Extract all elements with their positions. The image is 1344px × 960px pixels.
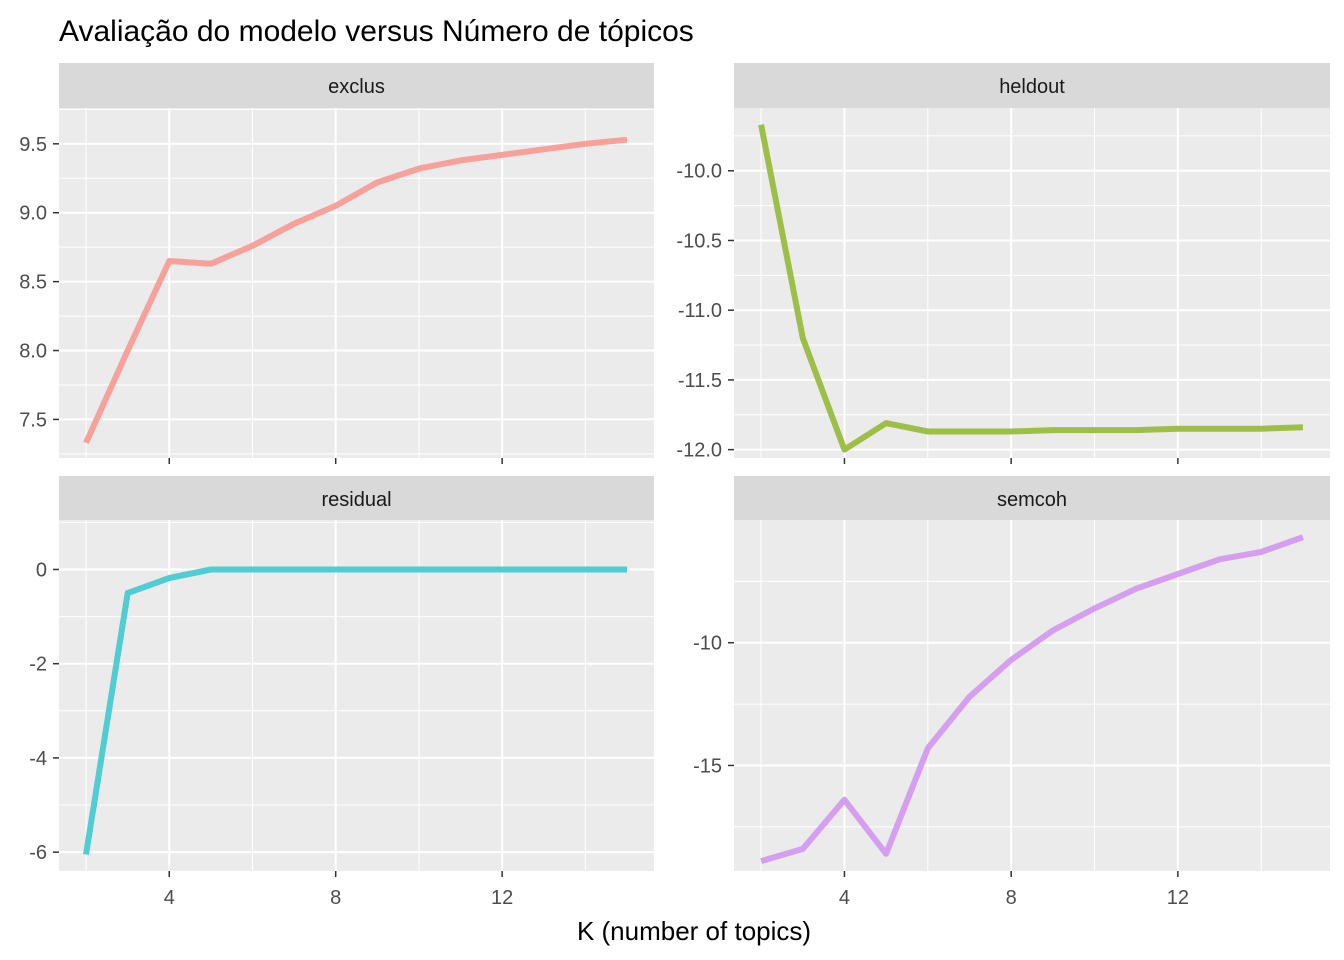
y-tick-label: -10.5 — [676, 230, 722, 252]
series-line-residual — [83, 566, 627, 855]
facet-strip-label: heldout — [999, 76, 1065, 98]
series-line-heldout — [758, 124, 1304, 453]
y-tick-label: -11.0 — [678, 300, 722, 322]
y-tick-label: 8.5 — [19, 272, 47, 294]
facet-strip-label: semcoh — [997, 489, 1067, 511]
y-tick-label: -10.0 — [676, 161, 722, 183]
y-tick-label: -15 — [693, 755, 722, 777]
panel-background — [734, 108, 1330, 458]
y-tick-label: 9.0 — [19, 203, 47, 225]
x-tick-label: 8 — [330, 887, 341, 909]
facet-strip — [734, 476, 1330, 520]
y-tick-label: -12.0 — [676, 440, 722, 462]
series-line-exclus — [83, 136, 628, 445]
y-tick-label: 0 — [36, 559, 47, 581]
panel-background — [59, 108, 654, 458]
y-tick-label: -11.5 — [678, 370, 722, 392]
facet-residual: residual -6 -4 -2 0 4 8 12 — [29, 476, 654, 909]
y-tick-label: -2 — [29, 654, 47, 676]
facet-panels: exclus 7.5 8.0 8.5 9.0 9.5 heldout -12.0 -11.5 -1… — [19, 63, 1330, 909]
facet-semcoh: semcoh -15 -10 4 8 12 — [693, 476, 1330, 909]
x-tick-label: 12 — [1167, 887, 1189, 909]
x-tick-label: 8 — [1006, 887, 1017, 909]
x-axis-title: K (number of topics) — [577, 916, 811, 946]
series-line-semcoh — [760, 534, 1304, 865]
facet-heldout: heldout -12.0 -11.5 -11.0 -10.5 -10.0 — [676, 63, 1330, 464]
y-tick-label: 9.5 — [19, 134, 47, 156]
y-tick-label: 7.5 — [19, 409, 47, 431]
facet-strip — [59, 476, 654, 520]
panel-background — [734, 520, 1330, 871]
x-tick-label: 4 — [164, 887, 175, 909]
x-tick-label: 4 — [839, 887, 850, 909]
x-tick-label: 12 — [491, 887, 513, 909]
chart-title: Avaliação do modelo versus Número de tóp… — [59, 15, 694, 48]
y-tick-label: 8.0 — [19, 341, 47, 363]
y-tick-label: -6 — [29, 842, 47, 864]
facet-strip-label: exclus — [328, 76, 385, 98]
panel-background — [59, 520, 654, 871]
y-tick-label: -4 — [29, 748, 47, 770]
facet-strip — [59, 63, 654, 108]
facet-exclus: exclus 7.5 8.0 8.5 9.0 9.5 — [19, 63, 654, 464]
facet-strip-label: residual — [321, 489, 391, 511]
y-tick-label: -10 — [693, 633, 722, 655]
facet-strip — [734, 63, 1330, 108]
